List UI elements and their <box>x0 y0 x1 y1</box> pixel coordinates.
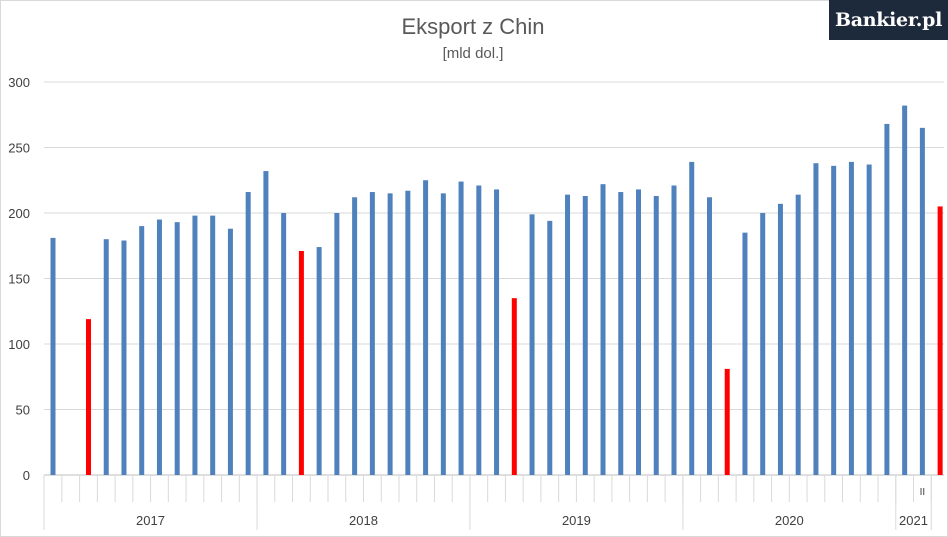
bar <box>50 237 56 475</box>
bar <box>192 215 198 475</box>
bar <box>511 298 517 475</box>
x-year-label: 2018 <box>349 513 378 528</box>
bar <box>227 228 233 475</box>
bar <box>405 190 411 476</box>
bar <box>423 180 429 475</box>
bar <box>263 171 269 475</box>
bar <box>902 105 908 475</box>
bar <box>139 226 145 475</box>
x-year-label: 2019 <box>562 513 591 528</box>
y-axis-ticks: 0 50 100 150 200 250 300 <box>8 75 30 483</box>
bar <box>937 206 943 475</box>
x-period-label: II <box>920 487 926 498</box>
bar <box>334 213 340 475</box>
bar <box>316 247 322 475</box>
bar <box>742 232 748 475</box>
bar <box>529 214 535 475</box>
y-tick-label: 50 <box>16 403 30 418</box>
bar <box>352 197 358 475</box>
chart-subtitle: [mld dol.] <box>443 45 504 62</box>
bar <box>760 213 766 475</box>
x-year-label: 2021 <box>899 513 928 528</box>
bar <box>636 189 642 476</box>
bar <box>281 213 287 475</box>
chart-title: Eksport z Chin <box>401 14 544 39</box>
bar <box>494 189 500 476</box>
bar <box>919 127 925 475</box>
bar <box>547 220 553 475</box>
bar <box>831 165 837 475</box>
bar <box>848 161 854 475</box>
bar <box>103 239 109 475</box>
bar <box>458 181 464 475</box>
y-tick-label: 100 <box>8 337 30 352</box>
bar <box>600 184 606 475</box>
bankier-logo[interactable]: Bankier.pl <box>829 0 948 40</box>
y-tick-label: 150 <box>8 272 30 287</box>
bar <box>777 203 783 475</box>
bar <box>884 123 890 476</box>
bar <box>156 219 162 475</box>
bar <box>369 192 375 476</box>
x-axis: 2017 2018 2019 2020 2021 II <box>43 475 932 530</box>
bar <box>245 192 251 476</box>
bar <box>440 193 446 475</box>
bar <box>298 250 304 475</box>
bar <box>653 195 659 475</box>
bar <box>689 161 695 475</box>
bar <box>866 164 872 475</box>
bars <box>50 105 943 476</box>
bar <box>795 194 801 475</box>
bar <box>565 194 571 475</box>
y-tick-label: 250 <box>8 141 30 156</box>
y-tick-label: 0 <box>23 468 30 483</box>
bar <box>582 195 588 475</box>
bar <box>618 192 624 476</box>
bar <box>476 185 482 476</box>
x-year-label: 2017 <box>136 513 165 528</box>
bar <box>210 215 216 475</box>
bar <box>121 240 127 475</box>
x-year-label: 2020 <box>775 513 804 528</box>
bar <box>85 319 91 475</box>
bar <box>671 185 677 476</box>
bar <box>706 197 712 475</box>
y-tick-label: 300 <box>8 75 30 90</box>
y-tick-label: 200 <box>8 206 30 221</box>
bar <box>813 163 819 475</box>
bar <box>174 222 180 475</box>
bar <box>724 368 730 475</box>
bar <box>387 193 393 475</box>
